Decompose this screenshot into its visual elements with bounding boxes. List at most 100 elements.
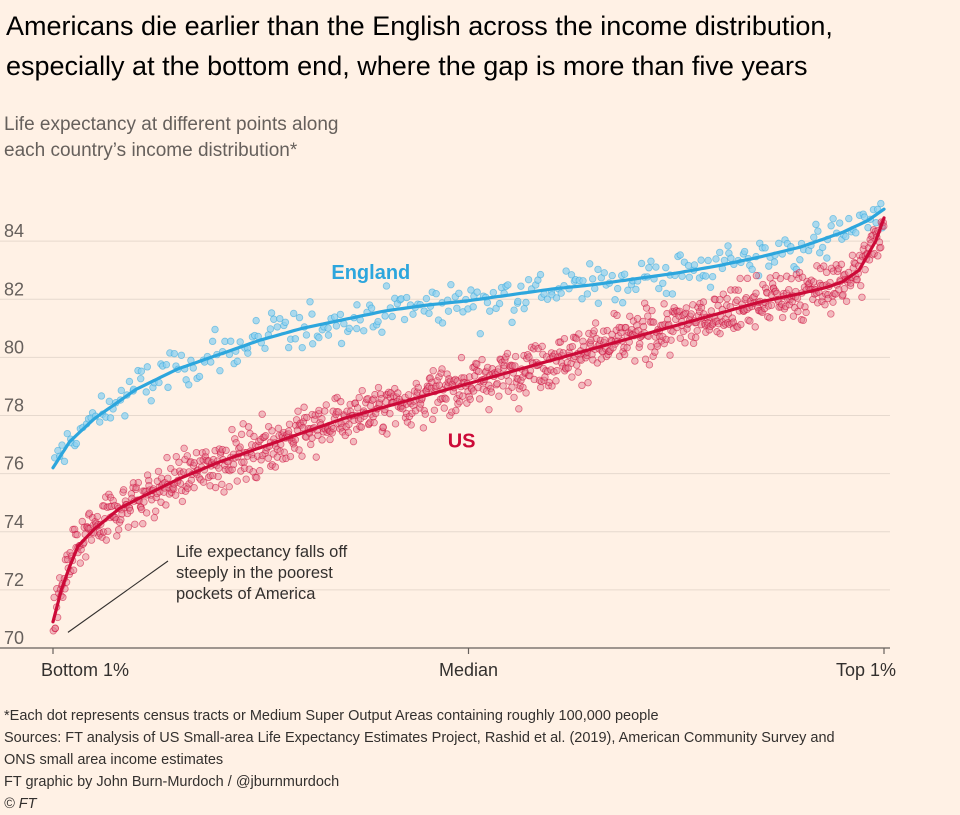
england-dot [244,349,252,357]
england-dot [143,363,152,371]
annotation-line: pockets of America [176,585,316,603]
us-dot [687,332,696,340]
england-dot [697,256,705,264]
us-dot [860,241,868,250]
chart-labels: 70 72 74 76 78 80 82 84 Bottom 1% Median Top 1% Eng… [4,221,896,680]
england-dot [823,254,831,262]
us-dot [163,453,171,462]
sources-line-1: Sources: FT analysis of US Small-area Li… [4,730,835,746]
england-dot [121,412,129,420]
us-dot [681,339,689,347]
england-dot [137,367,146,375]
us-dot [374,383,383,392]
england-dot [185,381,193,389]
us-dot [438,394,447,403]
us-dot [455,397,464,406]
us-dot [649,318,658,326]
us-dot [175,458,183,466]
us-dot [736,274,744,283]
us-dot [322,401,330,409]
y-tick-label: 70 [4,628,24,648]
england-dot [353,301,361,309]
us-dot [102,536,110,544]
us-dot [578,381,586,390]
us-dot [349,437,358,446]
us-dot [176,479,185,488]
us-dot [124,523,133,531]
england-dot [374,317,382,326]
us-dot [51,624,59,632]
us-dot [433,377,441,385]
us-dot [552,377,560,385]
england-dot [60,457,69,466]
england-dot [522,298,530,307]
england-dot [453,304,461,312]
annotation-leader-line [67,560,169,633]
us-dot [601,336,609,344]
england-dot [510,306,518,314]
england-dot [270,315,278,323]
us-dot [142,509,151,517]
us-dot [475,395,484,403]
us-dot [511,352,520,361]
us-dot [151,507,160,515]
england-dot [594,265,602,274]
england-dot [770,258,779,266]
us-dot [314,431,322,440]
england-dot [684,261,693,270]
england-dot [137,374,145,383]
england-dot [216,367,224,375]
us-dot [442,395,450,403]
us-dot [508,383,516,391]
us-dot [778,313,787,322]
us-dot [534,344,542,353]
us-dot [695,307,704,316]
england-dot [652,263,660,271]
us-dot [441,394,449,402]
us-dot [560,334,569,343]
us-dot [644,312,652,320]
us-dot [202,448,210,456]
us-dot [430,406,439,414]
us-dot [473,360,481,368]
us-dot [785,285,793,294]
england-dot [261,344,269,353]
us-dot [525,353,533,361]
x-tick-label: Median [439,660,498,680]
us-dot [244,423,253,431]
us-dot [245,465,254,473]
us-dot [242,475,250,483]
england-dot [211,325,219,334]
us-dot [743,274,752,283]
england-dot [324,331,333,339]
us-dot [178,497,187,506]
england-dot [712,255,720,263]
us-dot [639,322,648,331]
us-dot [408,409,416,417]
us-dot [579,342,588,351]
us-dot [126,506,135,515]
england-dot [252,316,260,325]
england-dot [438,319,447,327]
england-dot [72,439,81,448]
england-dot [378,328,386,336]
us-dot [682,304,691,312]
us-dot [635,340,644,348]
england-dot [716,248,724,257]
us-dot [295,446,303,454]
us-dot [280,448,288,456]
us-dot [435,373,443,381]
england-dot [524,275,533,284]
us-dot [519,383,527,392]
england-dot [483,298,492,307]
us-dot [842,297,851,306]
us-dot [667,336,675,344]
us-dot [321,407,329,415]
us-dot [391,420,400,428]
credit: FT graphic by John Burn-Murdoch / @jburn… [4,774,340,790]
england-dot [382,282,391,290]
us-dot [568,342,577,351]
us-dot [312,453,320,461]
us-dot [794,307,802,316]
